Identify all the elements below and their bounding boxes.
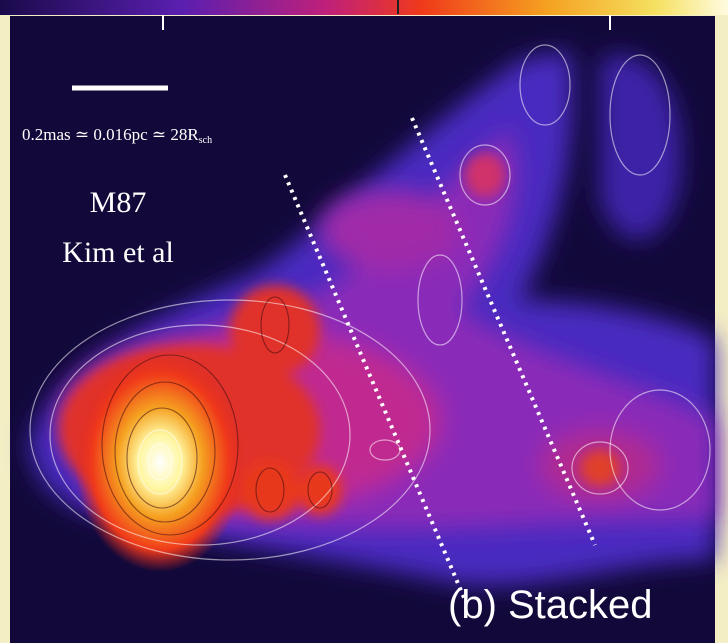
scale-label-text: 0.2mas ≃ 0.016pc ≃ 28R [22,125,199,144]
panel-label: (b) Stacked [448,583,653,627]
annotation-line: Kim et al [62,236,174,269]
figure: 0.2mas ≃ 0.016pc ≃ 28Rsch M87 Kim et al … [0,0,728,643]
jet-core [75,352,245,572]
scale-label-subscript: sch [199,135,212,146]
scale-bar-label: 0.2mas ≃ 0.016pc ≃ 28Rsch [22,125,212,146]
colorbar [0,0,728,15]
annotation-line: M87 [90,186,147,219]
page: {"scale_bar": {"label": "0.2mas ≃ 0.016p… [0,0,728,643]
